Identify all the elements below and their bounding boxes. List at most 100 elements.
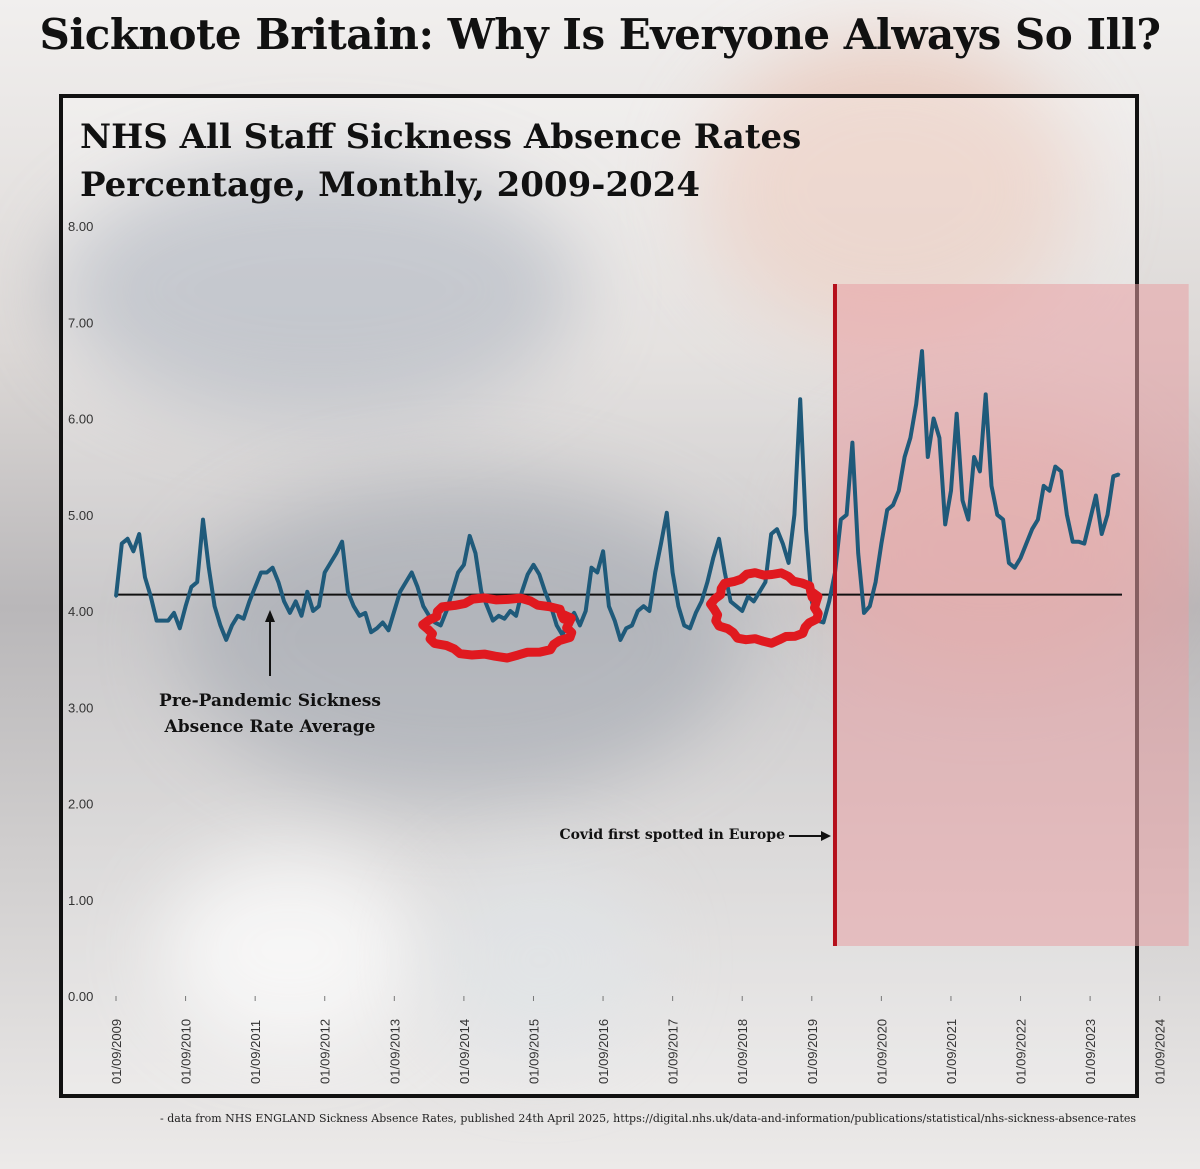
data-point [845,513,848,516]
data-point [654,571,657,574]
data-point [224,638,228,642]
data-point [532,563,535,566]
data-point [735,604,738,608]
data-point [439,624,442,627]
data-point [480,590,483,593]
data-point [897,489,900,492]
data-point [190,585,193,589]
data-point [1048,489,1051,492]
x-tick-label: 01/09/2024 [1153,1019,1168,1084]
y-tick-label: 7.00 [68,315,93,330]
data-point [729,600,732,603]
data-point [213,604,216,608]
data-point [1054,465,1057,468]
data-point [659,542,663,545]
data-point [793,513,796,516]
data-point [538,573,541,576]
data-point [1083,542,1086,545]
data-point [219,624,222,627]
background-glass-blur [430,860,650,1060]
data-point [491,619,495,622]
data-point [178,627,181,630]
y-tick-label: 4.00 [68,604,93,619]
y-tick-label: 6.00 [68,412,93,427]
average-annotation-label-line1: Pre-Pandemic Sickness [159,691,381,711]
data-point [891,503,895,507]
data-point [1071,540,1074,543]
data-point [1088,518,1092,521]
data-point [172,611,176,615]
data-point [335,552,338,555]
covid-shaded-region [834,284,1189,946]
covid-annotation-arrowhead [820,831,831,841]
data-point [584,609,587,613]
data-point [364,611,367,615]
y-tick-label: 3.00 [68,700,93,715]
data-point [856,552,860,555]
data-point [752,600,756,603]
data-point [851,441,854,444]
data-point [839,518,842,521]
data-point [1059,470,1063,473]
data-point [804,527,808,531]
y-axis: 0.00 1.00 2.00 3.00 4.00 5.00 6.00 7.00 8.00 [68,219,93,1004]
data-point [798,398,802,401]
data-point [456,571,460,574]
x-axis: 01/09/2009 01/09/2010 01/09/2011 01/09/2012… [109,996,1168,1084]
data-point [242,617,245,620]
data-point [885,508,889,512]
data-point [694,611,698,615]
data-point [972,455,976,459]
average-annotation-label-line2: Absence Rate Average [164,717,376,737]
data-point [723,571,727,574]
data-point [677,604,680,608]
data-point [648,609,651,613]
series-points [114,349,1121,642]
data-point [671,571,674,574]
data-point [868,604,871,608]
data-point [596,571,599,574]
data-point [387,629,390,632]
data-point [636,609,640,613]
data-point [143,576,147,579]
y-tick-label: 8.00 [68,219,93,234]
data-point [514,614,518,618]
x-tick-label: 01/09/2019 [805,1019,820,1084]
data-point [961,499,964,502]
data-point [201,518,205,521]
data-point [329,561,332,565]
y-tick-label: 5.00 [68,508,93,523]
data-point [503,617,506,620]
data-point [323,571,326,574]
data-point [822,621,825,624]
data-point [607,604,611,608]
y-tick-label: 2.00 [68,797,93,812]
data-point [874,580,877,584]
data-point [601,550,605,553]
data-point [230,624,234,627]
data-point [1036,518,1040,521]
data-point [352,604,355,608]
data-point [416,585,419,589]
data-point [317,604,321,608]
data-point [827,600,831,603]
data-point [369,630,373,634]
data-point [938,436,941,439]
data-point [526,573,529,576]
chart-title: NHS All Staff Sickness Absence Rates [80,117,801,157]
data-point [404,580,408,584]
data-point [880,542,883,545]
data-point [509,609,512,613]
data-point [717,537,721,541]
x-tick-label: 01/09/2009 [109,1019,124,1084]
series-line-sickness-rate [114,349,1120,642]
data-point [381,621,384,624]
data-point [306,590,309,593]
data-point [282,600,286,603]
data-point [578,624,582,627]
data-point [996,513,999,516]
data-point [909,436,912,439]
data-point [1077,540,1080,543]
data-point [184,604,187,608]
x-tick-label: 01/09/2010 [179,1019,194,1084]
